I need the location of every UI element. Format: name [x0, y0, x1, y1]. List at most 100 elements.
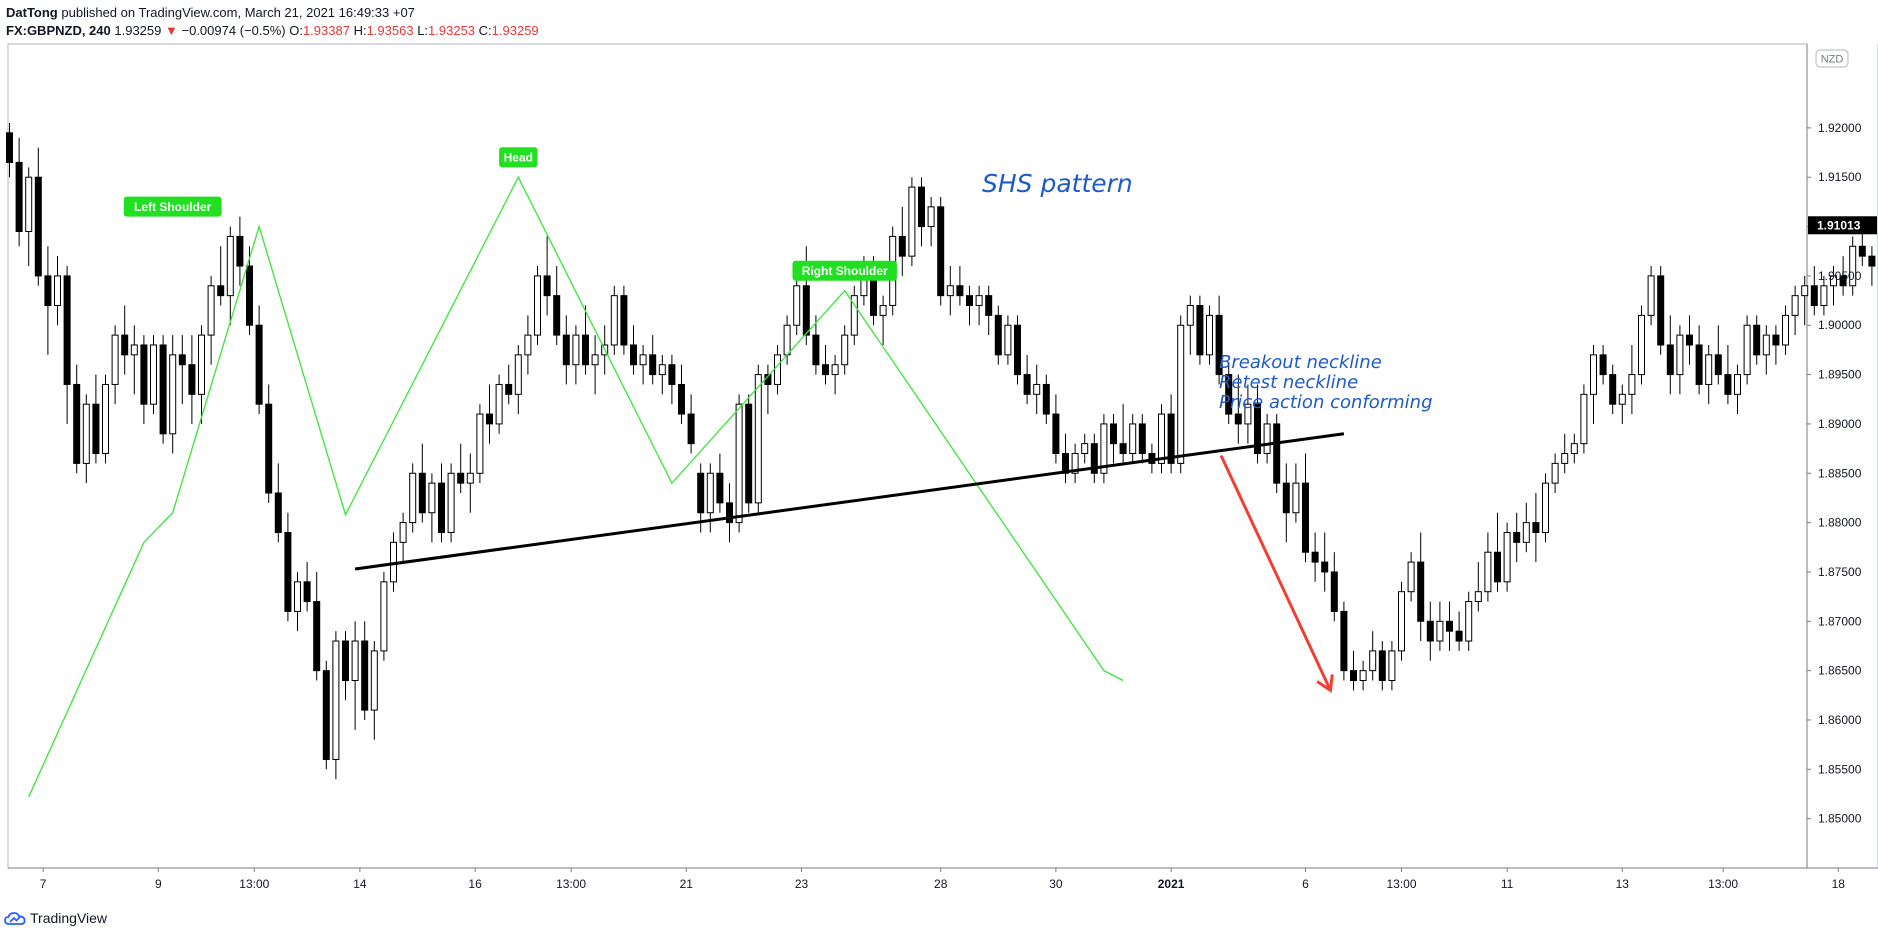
candle[interactable] [850, 285, 858, 345]
candle[interactable] [1628, 344, 1636, 415]
tradingview-footer[interactable]: TradingView [4, 907, 107, 929]
candle[interactable] [1311, 532, 1319, 582]
candle[interactable] [34, 147, 42, 286]
candle[interactable] [159, 335, 167, 444]
candle[interactable] [1839, 256, 1847, 296]
candle[interactable] [793, 275, 801, 336]
candle[interactable] [1868, 246, 1876, 286]
candle[interactable] [409, 463, 417, 533]
candle[interactable] [6, 122, 13, 178]
candle[interactable] [178, 335, 186, 405]
candle[interactable] [649, 335, 657, 385]
candle[interactable] [1359, 660, 1367, 691]
candle[interactable] [1686, 315, 1693, 365]
candle[interactable] [1119, 404, 1127, 464]
candle[interactable] [1282, 463, 1290, 543]
candle[interactable] [745, 394, 753, 513]
candle[interactable] [1570, 433, 1578, 464]
candle[interactable] [476, 404, 484, 484]
candle[interactable] [985, 285, 993, 336]
candle[interactable] [1273, 414, 1281, 494]
candle[interactable] [1532, 493, 1540, 563]
candle[interactable] [1100, 414, 1108, 484]
candle[interactable] [841, 325, 849, 375]
candle[interactable] [54, 256, 61, 326]
candle[interactable] [130, 325, 138, 395]
candle[interactable] [1167, 394, 1175, 474]
candle[interactable] [1042, 374, 1050, 424]
candle[interactable] [1129, 414, 1137, 464]
candle[interactable] [150, 335, 157, 415]
candle[interactable] [678, 364, 685, 424]
candle[interactable] [812, 315, 820, 375]
pattern-label[interactable]: Head [499, 147, 538, 168]
candle[interactable] [447, 463, 455, 543]
candle[interactable] [1263, 414, 1271, 464]
candle[interactable] [351, 621, 359, 730]
candle[interactable] [1666, 315, 1674, 395]
candle[interactable] [822, 344, 829, 385]
candle[interactable] [908, 177, 916, 267]
candle[interactable] [1705, 344, 1713, 405]
candle[interactable] [1225, 364, 1233, 424]
candle[interactable] [294, 571, 301, 632]
candle[interactable] [514, 344, 522, 415]
breakdown-arrow-line[interactable] [1219, 454, 1332, 692]
candle[interactable] [1542, 473, 1549, 543]
candle[interactable] [975, 285, 983, 326]
candle[interactable] [994, 305, 1002, 365]
candle[interactable] [169, 335, 177, 454]
candle[interactable] [1484, 532, 1492, 602]
candle[interactable] [1407, 552, 1415, 602]
candle[interactable] [15, 137, 23, 247]
candle[interactable] [658, 354, 666, 395]
candle[interactable] [1321, 532, 1329, 592]
candle[interactable] [140, 335, 148, 424]
candle[interactable] [927, 196, 935, 247]
candle[interactable] [630, 325, 637, 375]
candle[interactable] [1638, 305, 1645, 385]
candle[interactable] [1138, 414, 1146, 464]
candle[interactable] [274, 463, 282, 543]
candle[interactable] [1388, 641, 1396, 691]
candle[interactable] [764, 364, 772, 415]
candle[interactable] [726, 483, 733, 543]
candle[interactable] [1340, 601, 1348, 681]
pattern-label[interactable]: Left Shoulder [123, 196, 222, 217]
candle[interactable] [1369, 631, 1377, 681]
candle[interactable] [1580, 384, 1588, 454]
candle[interactable] [92, 374, 100, 464]
candle[interactable] [1446, 601, 1453, 651]
candle[interactable] [754, 364, 762, 513]
candle[interactable] [735, 394, 743, 533]
candle[interactable] [1158, 404, 1165, 474]
candle[interactable] [1830, 266, 1837, 306]
candle[interactable] [226, 226, 234, 326]
candle[interactable] [1206, 305, 1213, 365]
candle[interactable] [1474, 562, 1482, 612]
candle[interactable] [1734, 364, 1741, 415]
candle[interactable] [1071, 443, 1079, 484]
candle[interactable] [1215, 295, 1223, 385]
candle[interactable] [1743, 315, 1751, 385]
candle[interactable] [486, 384, 493, 444]
candle[interactable] [1465, 591, 1473, 651]
candle[interactable] [1398, 581, 1405, 661]
candle[interactable] [217, 246, 225, 306]
candle[interactable] [1782, 305, 1789, 355]
candle[interactable] [342, 631, 349, 701]
candle[interactable] [1052, 394, 1060, 464]
candle[interactable] [111, 325, 119, 405]
candle[interactable] [1177, 315, 1185, 474]
candle[interactable] [1062, 433, 1069, 484]
candle[interactable] [553, 266, 561, 345]
candle[interactable] [236, 216, 244, 286]
candle[interactable] [121, 305, 129, 375]
candle[interactable] [956, 266, 964, 306]
candle[interactable] [1820, 275, 1828, 316]
candle[interactable] [1455, 611, 1463, 651]
candle[interactable] [582, 305, 589, 375]
candle[interactable] [1234, 374, 1242, 444]
candle[interactable] [966, 285, 973, 326]
candle[interactable] [1090, 433, 1098, 484]
